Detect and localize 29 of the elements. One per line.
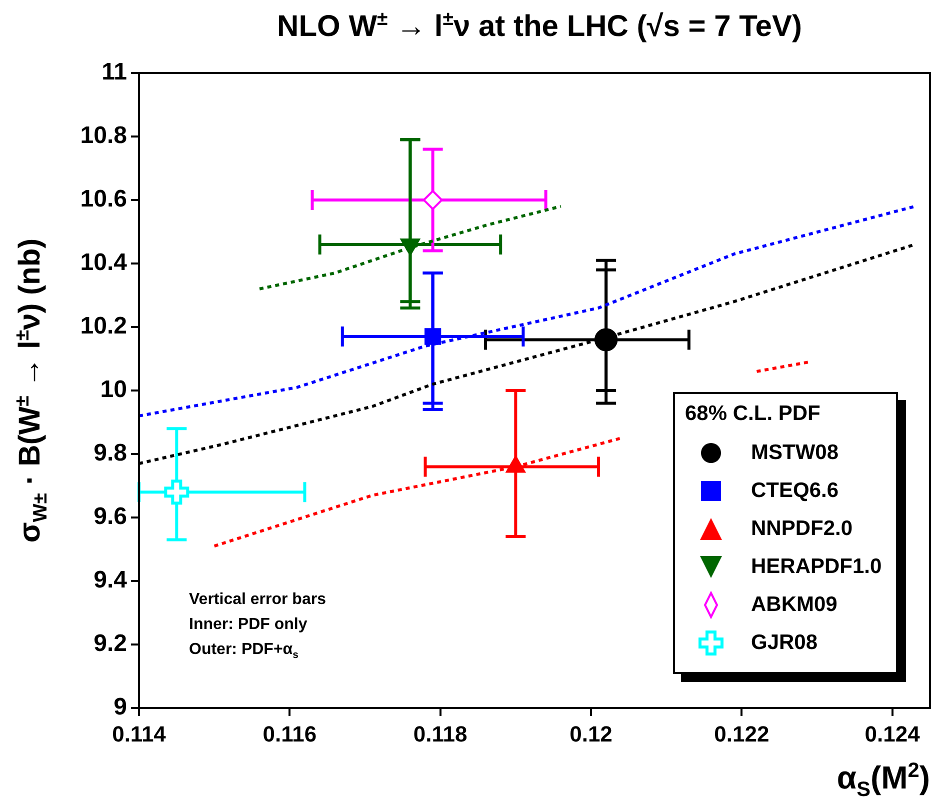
annotation: Outer: PDF+α$_{s}$: [189, 640, 300, 664]
x-axis-title: α$_{S}$(M$^{2}$): [836, 758, 930, 802]
annotation: Vertical error bars: [189, 590, 326, 610]
legend-label: ABKM09: [751, 593, 838, 617]
y-tick-label: 9.6: [94, 503, 127, 530]
annotation: Inner: PDF only: [189, 615, 308, 635]
x-tick-label: 0.122: [714, 721, 770, 746]
y-tick-label: 11: [102, 58, 127, 86]
y-tick-label: 10.8: [80, 122, 127, 150]
y-tick-label: 10.6: [80, 186, 127, 213]
y-tick-label: 9.8: [94, 440, 127, 467]
chart-title: NLO W$^{±}$ → l$^{±}$ν at the LHC (√s = 7 TeV): [276, 8, 803, 44]
x-tick-label: 0.118: [413, 721, 468, 746]
x-tick-label: 0.114: [112, 721, 167, 746]
legend-label: NNPDF2.0: [751, 517, 853, 541]
y-tick-label: 9.4: [94, 566, 128, 594]
legend-label: HERAPDF1.0: [751, 555, 882, 579]
x-tick-label: 0.124: [864, 721, 921, 746]
legend-title: 68% C.L. PDF: [685, 402, 822, 426]
legend-label: GJR08: [751, 631, 818, 655]
x-tick-label: 0.12: [570, 721, 612, 746]
y-tick-label: 10.2: [80, 312, 127, 340]
y-tick-label: 9.2: [94, 630, 127, 658]
legend-label: CTEQ6.6: [751, 479, 839, 503]
legend-label: MSTW08: [751, 441, 839, 465]
y-tick-label: 9: [114, 694, 127, 721]
x-tick-label: 0.116: [262, 721, 317, 746]
y-tick-label: 10.4: [80, 249, 128, 276]
y-tick-label: 10: [100, 376, 127, 404]
